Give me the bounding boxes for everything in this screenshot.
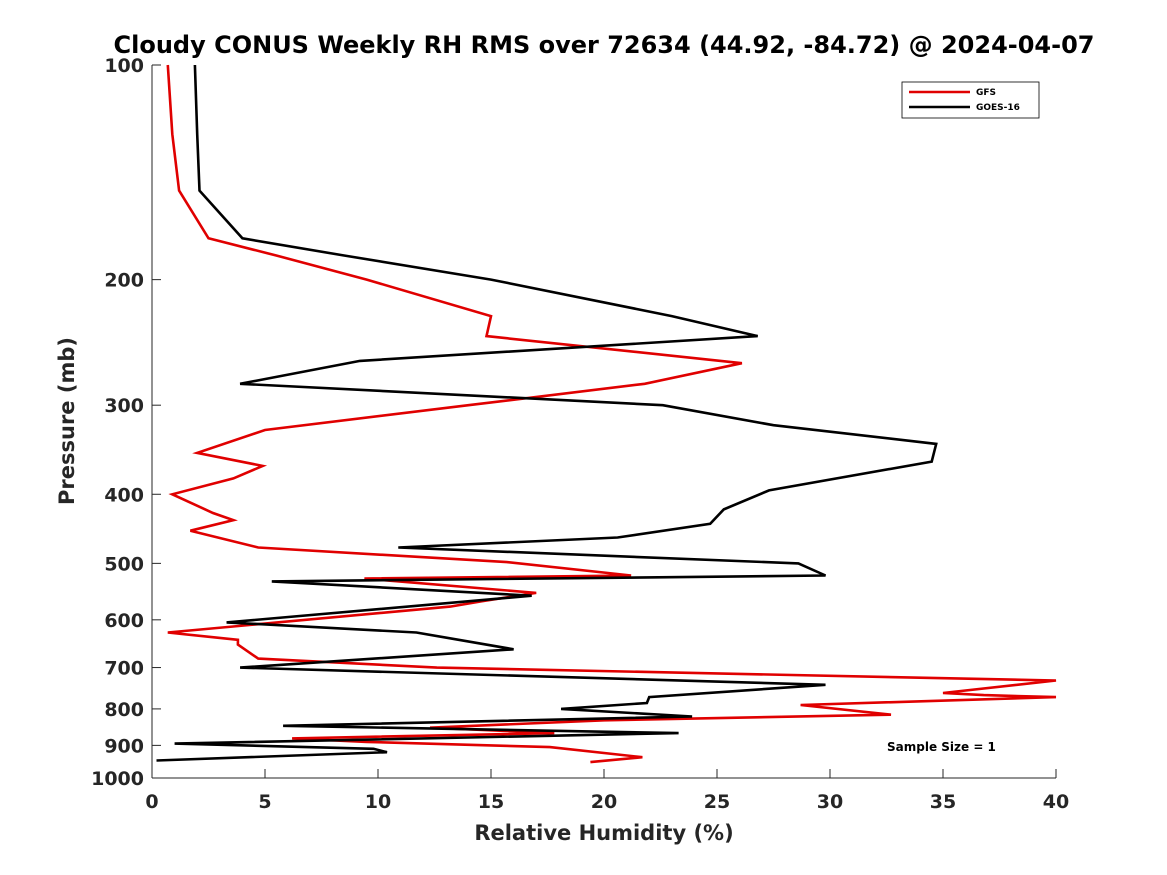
y-tick-label: 1000 (91, 768, 144, 790)
y-axis-label: Pressure (mb) (55, 337, 79, 505)
y-tick-label: 500 (104, 553, 144, 575)
legend-label-goes-16: GOES-16 (976, 103, 1020, 113)
y-tick-label: 400 (104, 484, 144, 506)
x-axis-label: Relative Humidity (%) (474, 821, 733, 845)
x-tick-label: 20 (591, 791, 617, 813)
y-tick-label: 800 (104, 699, 144, 721)
legend: GFS GOES-16 (901, 81, 1040, 119)
axes-layer: 0 5 10 15 20 25 30 35 40 100 200 300 400 500 600 700 800… (91, 55, 1069, 813)
y-tick-label: 900 (104, 735, 144, 757)
y-tick-label: 100 (104, 55, 144, 77)
y-tick-label: 200 (104, 270, 144, 292)
y-tick-label: 700 (104, 658, 144, 680)
series-layer (156, 64, 1057, 764)
y-tick-label: 600 (104, 610, 144, 632)
legend-label-gfs: GFS (976, 88, 996, 98)
x-tick-label: 5 (258, 791, 271, 813)
x-tick-label: 25 (704, 791, 730, 813)
x-tick-label: 35 (930, 791, 956, 813)
series-line-goes-16 (156, 64, 938, 762)
sample-size-annotation: Sample Size = 1 (887, 740, 996, 754)
x-tick-label: 15 (478, 791, 504, 813)
x-tick-label: 10 (365, 791, 391, 813)
x-tick-label: 40 (1043, 791, 1069, 813)
legend-box (901, 81, 1040, 119)
y-tick-label: 300 (104, 395, 144, 417)
chart-title: Cloudy CONUS Weekly RH RMS over 72634 (4… (114, 31, 1095, 59)
x-tick-label: 30 (817, 791, 843, 813)
series-line-gfs (166, 64, 1057, 764)
x-tick-label: 0 (145, 791, 158, 813)
